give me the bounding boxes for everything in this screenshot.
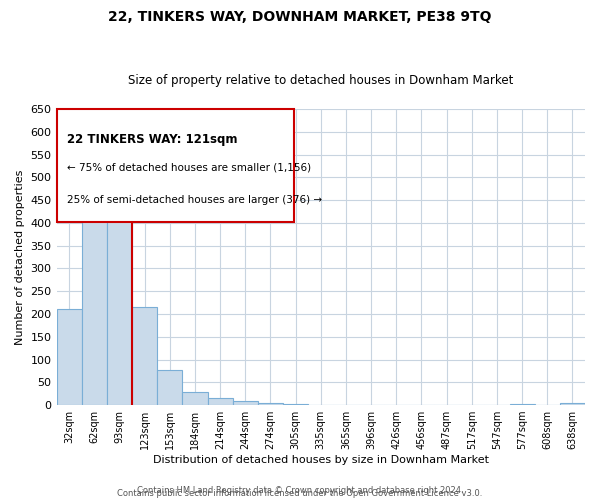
Bar bbox=[258, 403, 283, 405]
Text: 22, TINKERS WAY, DOWNHAM MARKET, PE38 9TQ: 22, TINKERS WAY, DOWNHAM MARKET, PE38 9T… bbox=[108, 10, 492, 24]
Bar bbox=[157, 370, 182, 405]
Title: Size of property relative to detached houses in Downham Market: Size of property relative to detached ho… bbox=[128, 74, 514, 87]
Bar bbox=[56, 310, 82, 405]
Bar bbox=[560, 403, 585, 405]
Bar bbox=[132, 307, 157, 405]
Text: Contains public sector information licensed under the Open Government Licence v3: Contains public sector information licen… bbox=[118, 490, 482, 498]
Text: Contains HM Land Registry data © Crown copyright and database right 2024.: Contains HM Land Registry data © Crown c… bbox=[137, 486, 463, 495]
Bar bbox=[107, 200, 132, 405]
Text: ← 75% of detached houses are smaller (1,156): ← 75% of detached houses are smaller (1,… bbox=[67, 162, 311, 172]
Text: 25% of semi-detached houses are larger (376) →: 25% of semi-detached houses are larger (… bbox=[67, 195, 322, 205]
Text: 22 TINKERS WAY: 121sqm: 22 TINKERS WAY: 121sqm bbox=[67, 132, 238, 145]
Bar bbox=[233, 400, 258, 405]
Bar bbox=[283, 404, 308, 405]
Bar bbox=[208, 398, 233, 405]
Bar bbox=[82, 162, 107, 405]
FancyBboxPatch shape bbox=[56, 109, 295, 222]
Bar bbox=[182, 392, 208, 405]
X-axis label: Distribution of detached houses by size in Downham Market: Distribution of detached houses by size … bbox=[153, 455, 489, 465]
Bar bbox=[509, 404, 535, 405]
Y-axis label: Number of detached properties: Number of detached properties bbox=[15, 170, 25, 344]
